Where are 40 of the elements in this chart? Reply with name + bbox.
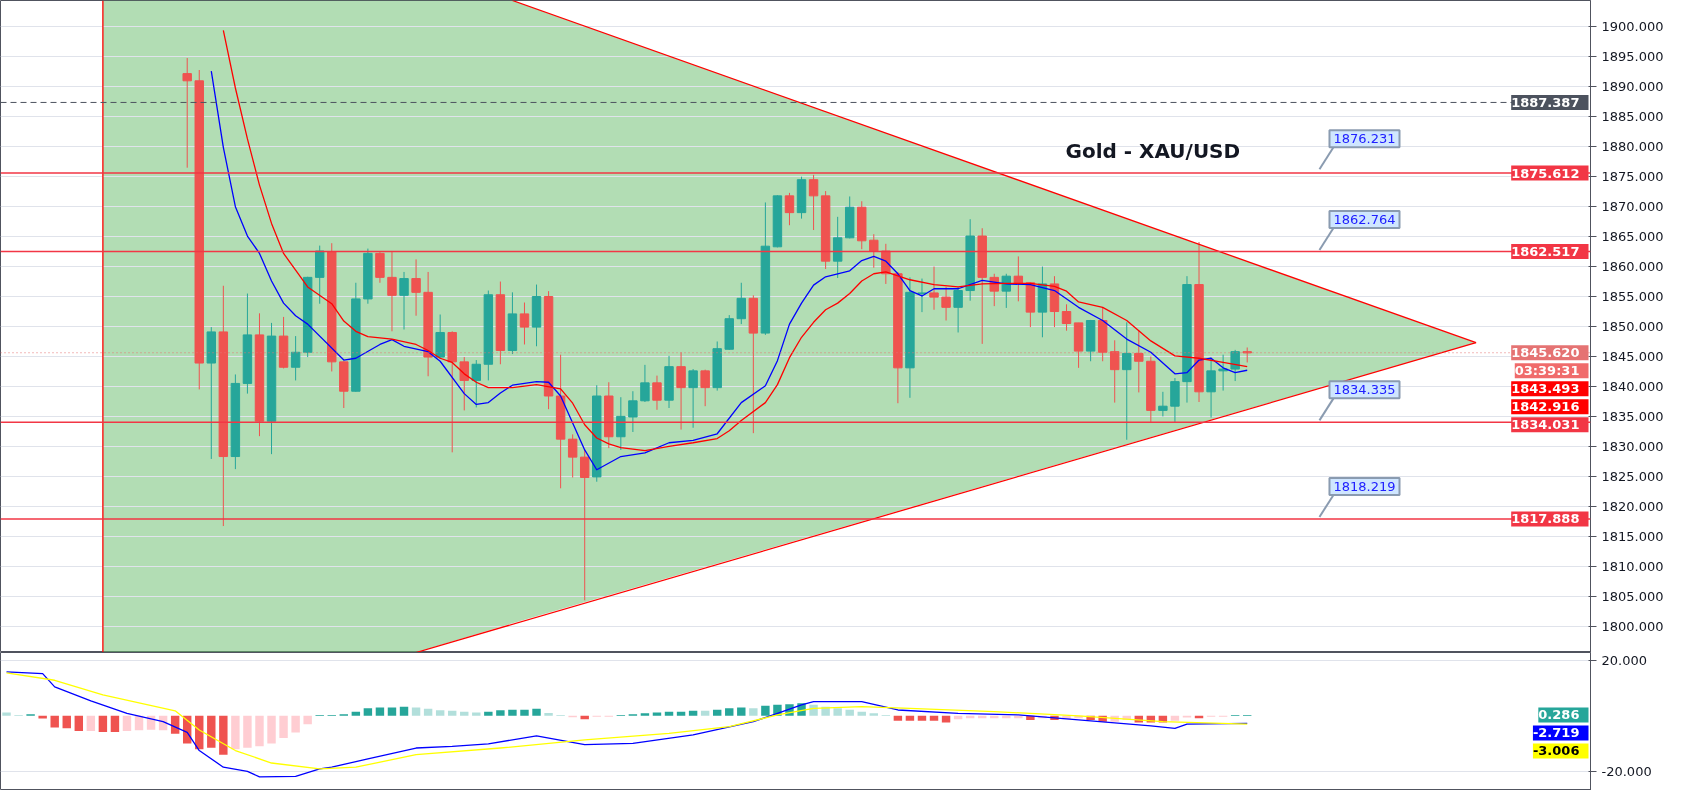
y-tick-label: 1865.000 <box>1601 229 1664 245</box>
y-tick-label: 1850.000 <box>1601 319 1664 334</box>
y-tick-label: 1895.000 <box>1601 49 1664 65</box>
annotation: 1818.219 <box>1333 478 1396 494</box>
annotation: 1876.231 <box>1333 131 1396 147</box>
y-tick-label: 1820.000 <box>1601 498 1664 514</box>
y-tick-label: 1810.000 <box>1601 558 1664 574</box>
y-tick-label: 20.000 <box>1601 652 1647 668</box>
ref-line-label: 1875.612 <box>1511 165 1580 181</box>
y-tick-label: 1870.000 <box>1601 199 1664 215</box>
y-tick-label: 1840.000 <box>1601 378 1664 394</box>
annotation: 1842.916 <box>1511 399 1580 415</box>
y-tick-label: 1835.000 <box>1601 408 1664 424</box>
y-tick-label: 1845.000 <box>1601 348 1664 364</box>
y-tick-label: -20.000 <box>1601 763 1652 779</box>
annotation: 1834.335 <box>1333 382 1396 398</box>
annotation: 0.286 <box>1538 707 1580 723</box>
y-tick-label: 1830.000 <box>1601 438 1664 454</box>
ref-line-label: 1817.888 <box>1511 511 1580 527</box>
y-tick-label: 1825.000 <box>1601 468 1664 484</box>
annotation: 1843.493 <box>1511 381 1580 397</box>
annotation: 1862.764 <box>1333 212 1396 228</box>
ref-line-label: 1887.387 <box>1511 94 1580 110</box>
y-tick-label: 1805.000 <box>1601 588 1664 604</box>
text: Gold - XAU/USD <box>1065 138 1241 163</box>
ref-line-label: 1862.517 <box>1511 243 1580 259</box>
y-tick-label: 1815.000 <box>1601 528 1664 544</box>
ref-line-label: 1845.620 <box>1511 345 1580 361</box>
y-tick-label: 1880.000 <box>1601 139 1664 155</box>
ref-line-label: 1834.031 <box>1511 417 1580 433</box>
y-tick-label: 1855.000 <box>1601 289 1664 305</box>
y-tick-label: 1875.000 <box>1601 169 1664 185</box>
y-tick-label: 1885.000 <box>1601 109 1664 125</box>
annotation: 03:39:31 <box>1514 363 1580 379</box>
annotation: -2.719 <box>1532 725 1580 741</box>
y-tick-label: 1860.000 <box>1601 259 1664 275</box>
annotation: -3.006 <box>1532 743 1580 759</box>
y-tick-label: 1890.000 <box>1601 79 1664 95</box>
y-tick-label: 1900.000 <box>1601 19 1664 35</box>
y-tick-label: 1800.000 <box>1601 618 1664 634</box>
